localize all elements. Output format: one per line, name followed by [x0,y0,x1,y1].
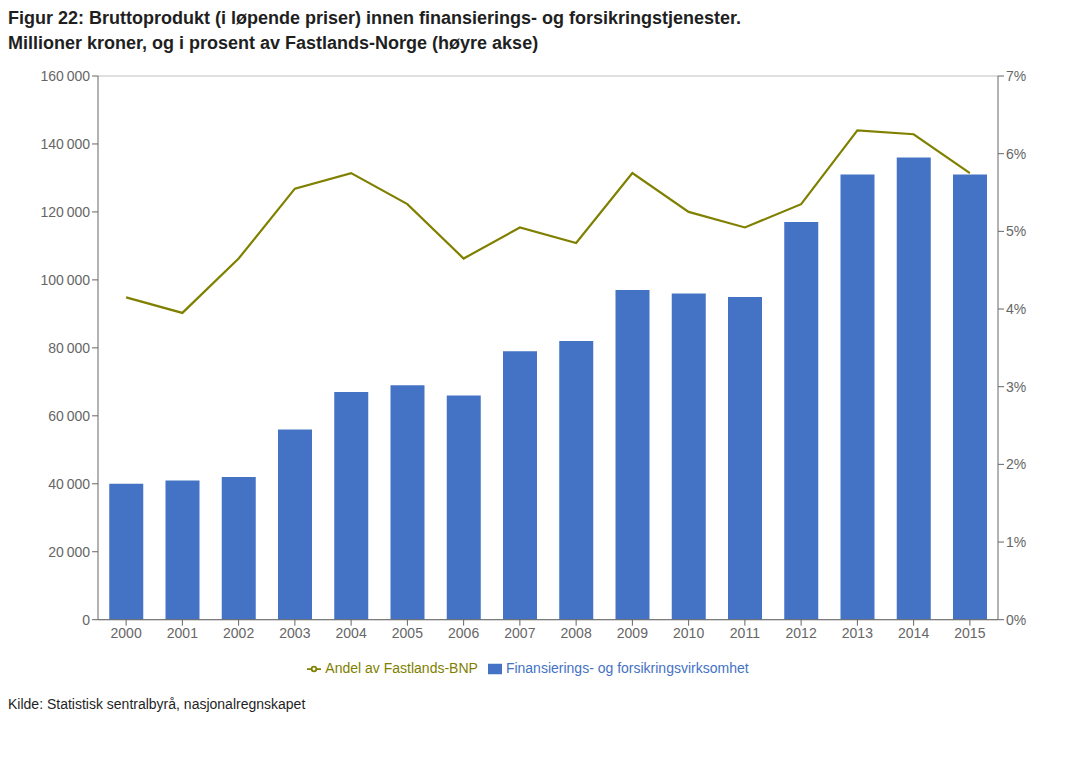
svg-text:7%: 7% [1006,68,1026,84]
svg-text:1%: 1% [1006,534,1026,550]
svg-text:0%: 0% [1006,612,1026,628]
svg-text:2009: 2009 [617,625,648,641]
html-text:Millioner kroner, og i prosent: Millioner kroner, og i prosent av Fastla… [8,33,539,53]
svg-text:2003: 2003 [279,625,310,641]
svg-text:3%: 3% [1006,379,1026,395]
html-text:Finansierings- og forsikringsv: Finansierings- og forsikringsvirksomhet [505,659,749,676]
svg-text:2008: 2008 [561,625,592,641]
svg-text:0: 0 [82,612,90,628]
svg-text:2000: 2000 [111,625,142,641]
svg-text:2005: 2005 [392,625,423,641]
svg-text:160 000: 160 000 [40,68,90,84]
svg-text:2007: 2007 [504,625,535,641]
svg-text:2013: 2013 [842,625,873,641]
svg-text:2012: 2012 [786,625,817,641]
svg-text:120 000: 120 000 [40,204,90,220]
svg-text:6%: 6% [1006,146,1026,162]
svg-text:2006: 2006 [448,625,479,641]
svg-text:2004: 2004 [336,625,367,641]
svg-text:4%: 4% [1006,301,1026,317]
svg-text:60 000: 60 000 [48,408,90,424]
html-text:Kilde: Statistisk sentralbyrå,: Kilde: Statistisk sentralbyrå, nasjonalr… [8,696,306,712]
svg-text:2001: 2001 [167,625,198,641]
svg-text:80 000: 80 000 [48,340,90,356]
svg-text:140 000: 140 000 [40,136,90,152]
svg-text:2010: 2010 [673,625,704,641]
svg-text:2015: 2015 [954,625,985,641]
svg-text:100 000: 100 000 [40,272,90,288]
svg-text:20 000: 20 000 [48,544,90,560]
svg-text:2011: 2011 [730,625,760,641]
svg-text:2%: 2% [1006,456,1026,472]
html-text:Andel av Fastlands-BNP: Andel av Fastlands-BNP [325,659,478,676]
svg-text:2002: 2002 [223,625,254,641]
svg-text:40 000: 40 000 [48,476,90,492]
svg-text:5%: 5% [1006,223,1026,239]
svg-text:2014: 2014 [898,625,929,641]
html-text:Figur 22: Bruttoprodukt (i løp: Figur 22: Bruttoprodukt (i løpende prise… [8,8,742,28]
